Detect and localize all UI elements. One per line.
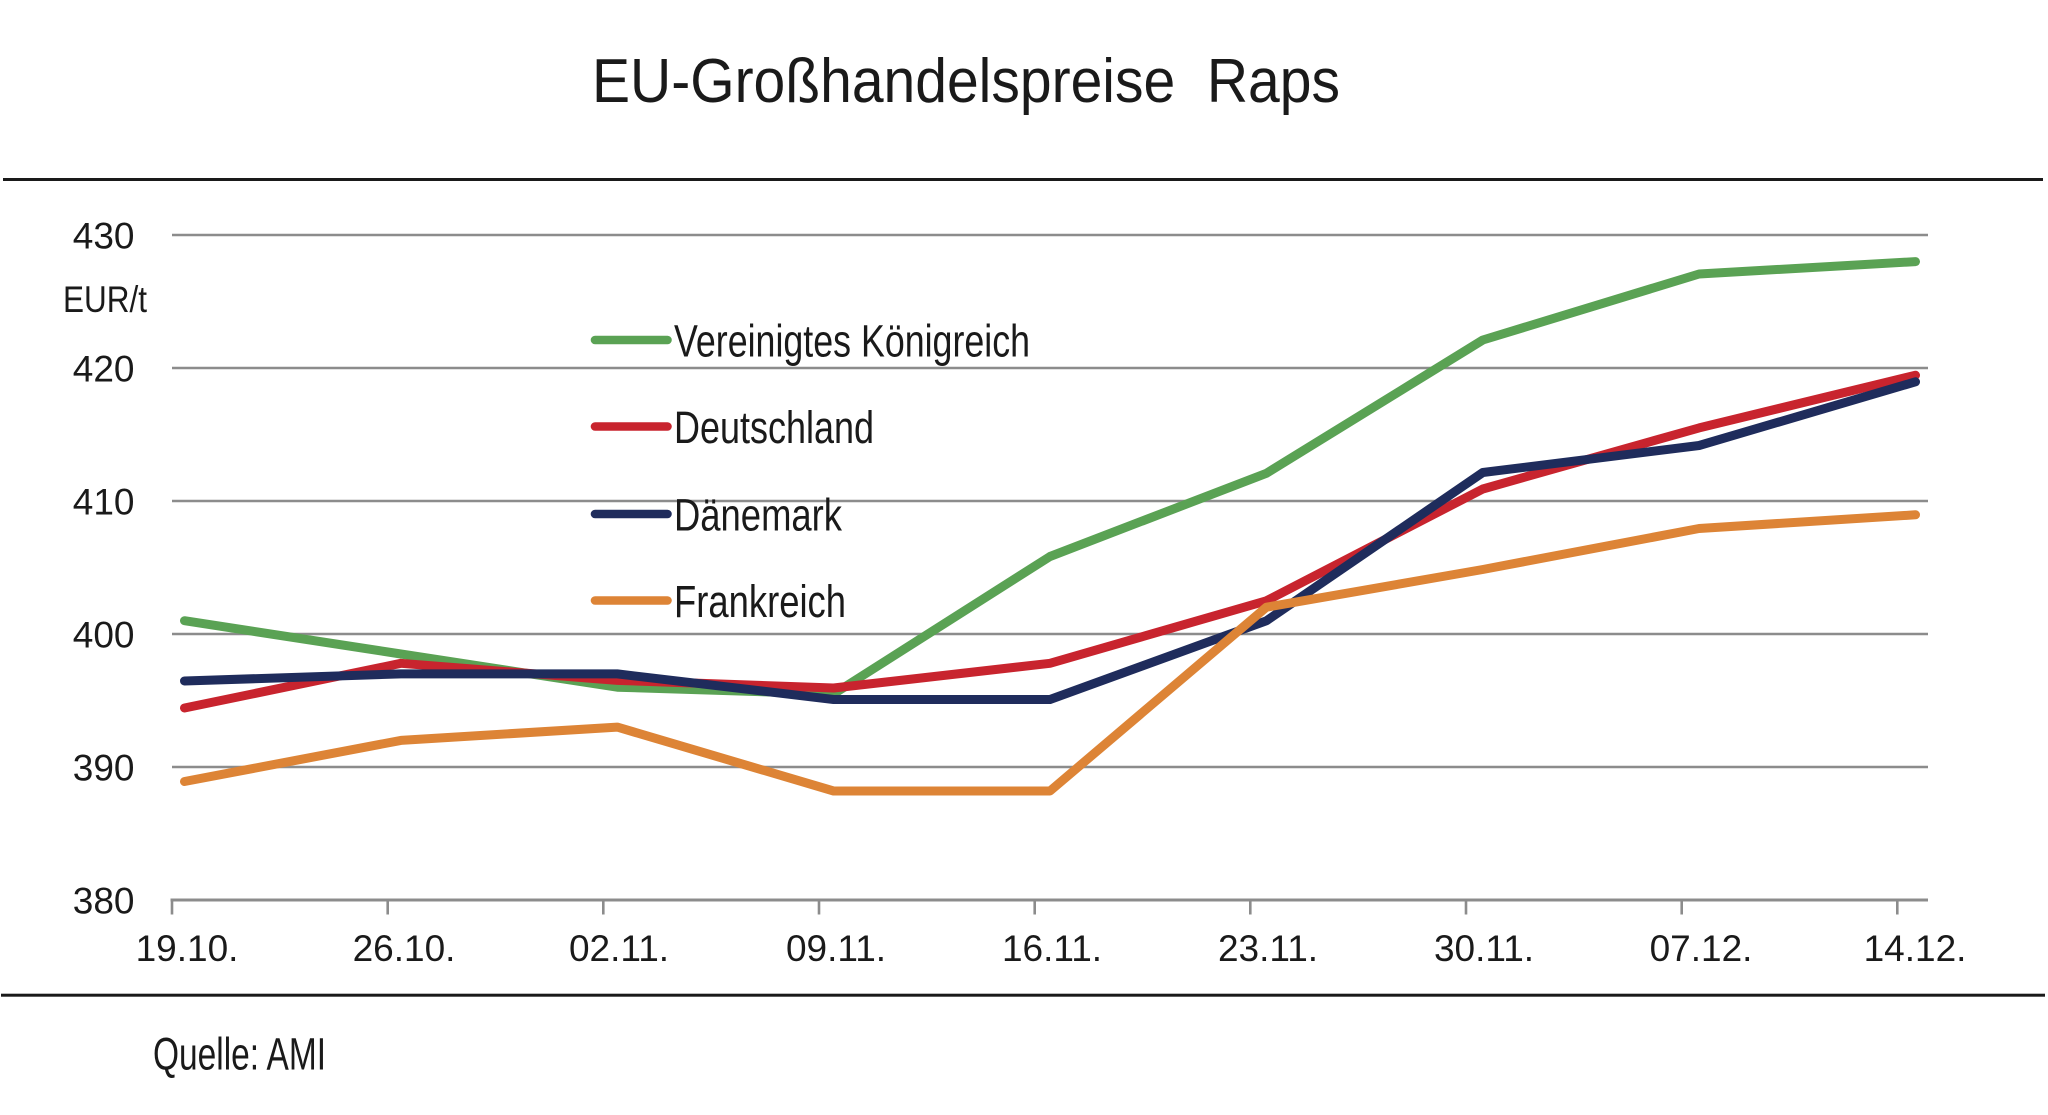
svg-text:26.10.: 26.10. — [353, 928, 456, 969]
svg-text:390: 390 — [73, 748, 135, 789]
svg-text:380: 380 — [73, 881, 135, 922]
svg-text:30.11.: 30.11. — [1434, 928, 1534, 969]
svg-text:07.12.: 07.12. — [1650, 928, 1753, 969]
svg-text:EUR/t: EUR/t — [63, 279, 148, 320]
svg-text:400: 400 — [73, 615, 135, 656]
svg-text:19.10.: 19.10. — [136, 928, 239, 969]
svg-text:430: 430 — [73, 216, 135, 257]
svg-text:Dänemark: Dänemark — [674, 490, 842, 541]
svg-text:23.11.: 23.11. — [1218, 928, 1318, 969]
svg-text:Quelle: AMI: Quelle: AMI — [153, 1028, 326, 1079]
svg-text:Frankreich: Frankreich — [674, 576, 846, 627]
svg-text:Deutschland: Deutschland — [674, 402, 874, 453]
svg-text:16.11.: 16.11. — [1002, 928, 1102, 969]
svg-text:14.12.: 14.12. — [1864, 928, 1967, 969]
svg-text:Vereinigtes Königreich: Vereinigtes Königreich — [674, 316, 1030, 367]
svg-text:09.11.: 09.11. — [786, 928, 886, 969]
svg-text:420: 420 — [73, 349, 135, 390]
svg-text:EU-Großhandelspreise Raps: EU-Großhandelspreise Raps — [592, 47, 1340, 116]
svg-text:02.11.: 02.11. — [569, 928, 669, 969]
svg-text:410: 410 — [73, 482, 135, 523]
